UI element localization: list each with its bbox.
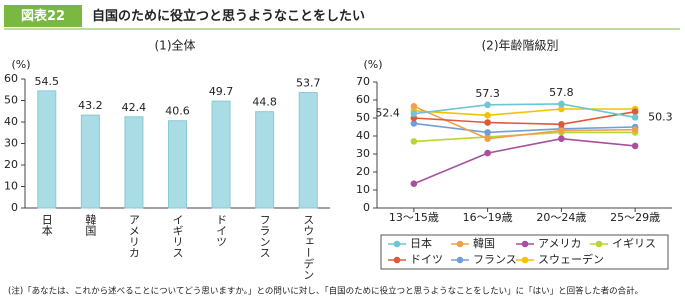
legend-label: フランス — [473, 253, 517, 266]
y-tick-label: 20 — [4, 158, 18, 171]
bar — [211, 100, 231, 209]
value-label: 54.5 — [35, 75, 60, 88]
point — [631, 114, 639, 121]
y-tick-label: 30 — [356, 147, 370, 160]
point — [410, 103, 418, 110]
legend-label: ドイツ — [410, 253, 443, 266]
value-label: 57.8 — [549, 86, 574, 99]
value-label: 50.3 — [648, 110, 673, 123]
point — [631, 142, 639, 150]
x-tick-label: 16～19歳 — [463, 211, 513, 224]
y-tick-label: 40 — [356, 129, 370, 142]
series-line — [413, 131, 636, 143]
point — [631, 108, 639, 115]
x-tick-label: 13～15歳 — [389, 211, 439, 224]
bar — [168, 120, 187, 209]
value-label: 57.3 — [475, 87, 500, 100]
series-line — [413, 137, 636, 185]
series-line — [413, 103, 636, 119]
value-label: 53.7 — [296, 77, 321, 90]
x-tick-label: 韓国 — [84, 214, 97, 237]
y-tick-label: 50 — [356, 111, 370, 124]
bar — [80, 114, 100, 209]
point — [631, 126, 639, 133]
point — [410, 120, 418, 127]
point — [484, 149, 491, 157]
value-label: 52.4 — [375, 107, 400, 120]
y-tick-label: 0 — [363, 201, 370, 214]
legend-label: 韓国 — [473, 237, 495, 250]
bar — [298, 92, 318, 209]
value-label: 44.8 — [252, 96, 277, 109]
chart-title: (1)全体 — [155, 38, 196, 53]
y-tick-label: 10 — [356, 183, 370, 196]
legend-marker — [456, 256, 464, 264]
header-title: 自国のために役立つと思うようなことをしたい — [92, 8, 365, 24]
legend-label: アメリカ — [538, 237, 581, 250]
legend-marker — [595, 240, 603, 248]
point — [484, 135, 491, 142]
x-tick-label: 20～24歳 — [536, 211, 586, 224]
x-tick-label: ドイツ — [215, 214, 228, 247]
point — [484, 129, 491, 136]
value-label: 42.4 — [122, 101, 147, 114]
x-tick-label: フランス — [258, 214, 271, 258]
chart-title: (2)年齢階級別 — [482, 38, 559, 53]
y-tick-label: 20 — [356, 165, 370, 178]
y-tick-label: 50 — [4, 94, 18, 107]
header-badge — [4, 5, 82, 27]
x-tick-label: スウェーデン — [302, 214, 315, 280]
value-label: 43.2 — [78, 99, 103, 112]
legend-marker — [393, 256, 401, 264]
legend-label: 日本 — [410, 236, 432, 250]
point — [484, 119, 491, 126]
series-line — [413, 108, 636, 117]
series-line — [413, 110, 636, 126]
legend-marker — [456, 240, 464, 248]
x-tick-label: 25～29歳 — [610, 211, 660, 224]
y-axis-label: (%) — [363, 58, 382, 71]
y-tick-label: 30 — [4, 137, 18, 150]
bar — [124, 116, 144, 209]
value-label: 40.6 — [165, 105, 190, 118]
point — [410, 110, 418, 117]
bar — [255, 111, 275, 209]
point — [558, 105, 565, 113]
x-tick-label: アメリカ — [127, 214, 140, 258]
y-tick-label: 60 — [4, 72, 18, 85]
y-tick-label: 10 — [4, 180, 18, 193]
legend-marker — [521, 256, 529, 264]
legend-box — [380, 234, 669, 270]
point — [558, 135, 565, 142]
point — [410, 180, 418, 187]
y-axis-label: (%) — [11, 58, 30, 71]
x-tick-label: 日本 — [40, 214, 53, 237]
value-label: 49.7 — [209, 85, 234, 98]
bar — [37, 90, 57, 209]
point — [558, 127, 565, 134]
y-tick-label: 60 — [356, 93, 370, 106]
legend-label: イギリス — [612, 237, 656, 250]
point — [558, 100, 565, 108]
footnote: (注)「あなたは、これから述べることについてどう思いますか。」との問いに対し、「… — [8, 286, 643, 297]
y-tick-label: 70 — [356, 75, 370, 88]
legend-label: スウェーデン — [538, 252, 604, 266]
y-tick-label: 40 — [4, 115, 18, 128]
point — [484, 112, 491, 119]
x-tick-label: イギリス — [171, 214, 184, 258]
y-tick-label: 0 — [11, 201, 18, 214]
legend-marker — [521, 240, 529, 248]
series-line — [413, 105, 636, 140]
point — [410, 138, 418, 145]
point — [484, 101, 491, 109]
legend-marker — [393, 240, 401, 248]
series-line — [413, 122, 636, 134]
point — [558, 121, 565, 128]
header-label: 図表22 — [21, 8, 65, 24]
